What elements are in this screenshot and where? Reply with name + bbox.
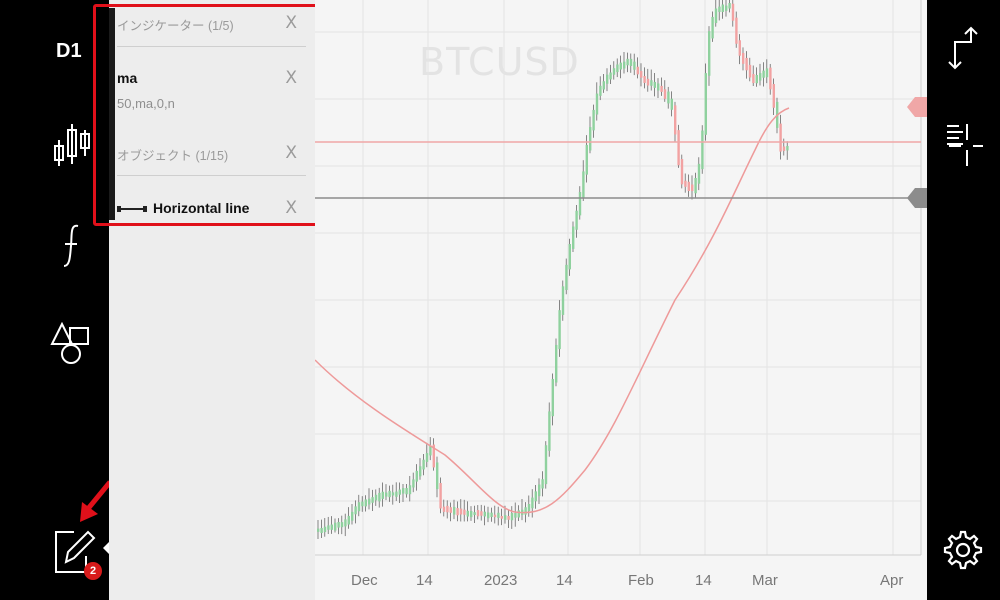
x-tick-label: 14 (416, 572, 433, 589)
x-tick-label: Dec (351, 572, 378, 589)
x-tick-label: 14 (695, 572, 712, 589)
panel-pointer (103, 540, 111, 556)
right-toolbar (927, 0, 1000, 600)
x-tick-label: 2023 (484, 572, 518, 589)
object-name: Horizontal line (153, 200, 250, 216)
settings-gear-icon[interactable] (943, 526, 983, 576)
indicator-row-ma[interactable]: ma 50,ma,0,n X (117, 68, 305, 111)
indicators-header: インジケーター (1/5) (117, 19, 234, 33)
remove-indicator-button[interactable]: X (285, 68, 297, 88)
divider (117, 175, 306, 176)
object-list-panel: インジケーター (1/5) X ma 50,ma,0,n X オブジェクト (1… (109, 0, 315, 600)
chart-canvas[interactable] (315, 0, 927, 600)
indicator-params: 50,ma,0,n (117, 96, 175, 111)
price-chart[interactable]: BTCUSD Dec 14 2023 14 Feb 14 Mar Apr (315, 0, 927, 600)
symbol-watermark: BTCUSD (419, 40, 580, 84)
x-tick-label: Apr (880, 572, 904, 589)
horizontal-line-icon (117, 204, 147, 214)
left-toolbar: D1 2 (0, 0, 112, 600)
object-row-horizontal-line[interactable]: Horizontal line X (117, 198, 305, 218)
x-tick-label: 14 (556, 572, 573, 589)
x-tick-label: Feb (628, 572, 654, 589)
gray-line-price-tag[interactable] (907, 186, 927, 210)
timeframe-label[interactable]: D1 (56, 40, 82, 62)
red-arrow-icon (80, 480, 112, 522)
indicator-name: ma (117, 70, 138, 86)
shapes-icon[interactable] (50, 322, 94, 366)
objects-header-row: オブジェクト (1/15) X (117, 143, 305, 165)
x-tick-label: Mar (752, 572, 778, 589)
crosshair-list-icon[interactable] (945, 120, 985, 170)
swap-arrows-icon[interactable] (947, 24, 979, 72)
panel-strip (109, 8, 115, 220)
edit-count-badge: 2 (84, 562, 102, 580)
divider (117, 46, 306, 47)
candlestick-chart-icon[interactable] (52, 120, 92, 170)
function-icon[interactable] (60, 222, 84, 270)
red-line-price-tag[interactable] (907, 95, 927, 119)
indicators-header-row: インジケーター (1/5) X (117, 13, 305, 35)
remove-all-objects-button[interactable]: X (285, 143, 297, 163)
remove-all-indicators-button[interactable]: X (285, 13, 297, 33)
remove-object-button[interactable]: X (285, 198, 297, 218)
objects-header: オブジェクト (1/15) (117, 149, 229, 163)
